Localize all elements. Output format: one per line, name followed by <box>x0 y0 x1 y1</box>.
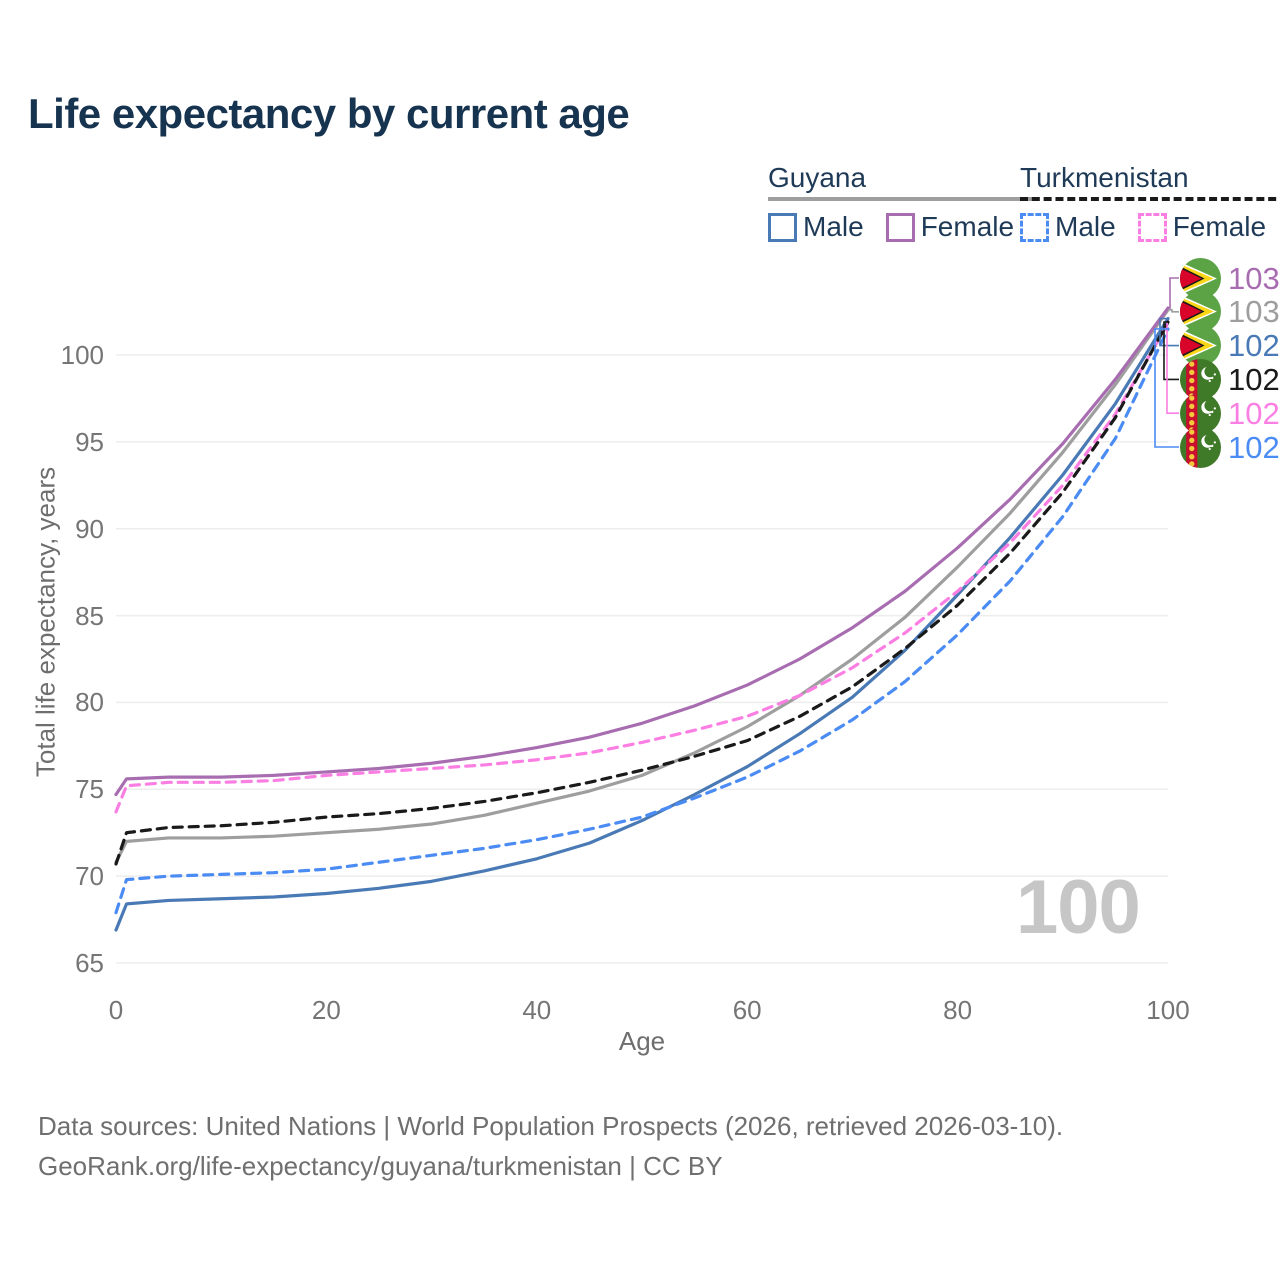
y-axis-title: Total life expectancy, years <box>30 466 61 778</box>
y-tick: 85 <box>75 600 104 631</box>
footer-data-sources: Data sources: United Nations | World Pop… <box>38 1111 1064 1141</box>
series-line-guyana-female <box>114 306 1170 797</box>
legend-item-label: Female <box>920 211 1015 242</box>
series-line-turkmenistan <box>114 320 1170 866</box>
leader-line <box>1166 322 1179 415</box>
turkmenistan-flag-icon <box>1180 426 1221 468</box>
series-line-guyana <box>114 308 1170 864</box>
series-line-guyana-male <box>114 316 1170 932</box>
footer-attribution: GeoRank.org/life-expectancy/guyana/turkm… <box>38 1151 723 1181</box>
guyana-line-sample <box>768 197 1037 201</box>
footer: Data sources: United Nations | World Pop… <box>38 1106 1063 1186</box>
y-tick: 70 <box>75 861 104 892</box>
leader-line <box>1159 317 1179 347</box>
leader-line <box>1168 309 1179 313</box>
line-chart <box>114 277 1179 964</box>
end-label-turkmenistan-male: 102 <box>1180 426 1280 468</box>
end-value: 102 <box>1228 328 1280 364</box>
turkmenistan-flag-icon <box>1180 392 1221 434</box>
legend-item-turkmenistan-male[interactable]: Male <box>1020 211 1116 243</box>
legend-item-label: Male <box>1055 211 1116 242</box>
y-tick: 90 <box>75 513 104 544</box>
end-label-turkmenistan-female: 102 <box>1180 392 1280 434</box>
turkmenistan-line-sample <box>1020 197 1280 201</box>
guyana-female-swatch-icon <box>885 212 915 242</box>
guyana-male-swatch-icon <box>768 212 797 242</box>
turkmenistan-female-swatch-icon <box>1137 212 1167 242</box>
x-tick: 80 <box>943 995 973 1025</box>
legend-group-guyana: Guyana Male Female <box>768 162 1037 243</box>
end-value: 102 <box>1228 429 1280 465</box>
legend-item-label: Male <box>803 211 864 242</box>
x-tick: 0 <box>108 995 124 1025</box>
legend-item-guyana-female[interactable]: Female <box>885 211 1015 243</box>
age-watermark: 100 <box>1016 865 1141 950</box>
y-tick: 100 <box>60 340 104 370</box>
y-tick: 65 <box>75 948 104 978</box>
legend-country-guyana: Guyana <box>768 162 867 193</box>
end-value: 102 <box>1228 361 1280 397</box>
x-tick: 100 <box>1146 995 1190 1025</box>
end-value: 102 <box>1228 395 1280 431</box>
guyana-flag-icon <box>1180 325 1221 367</box>
y-tick: 75 <box>75 774 104 805</box>
end-label-guyana-male: 102 <box>1180 325 1280 367</box>
legend-item-label: Female <box>1172 211 1267 242</box>
page-title: Life expectancy by current age <box>28 90 630 137</box>
x-tick: 20 <box>311 995 341 1025</box>
leader-line <box>1168 277 1179 309</box>
legend-country-turkmenistan: Turkmenistan <box>1020 162 1189 193</box>
x-tick: 40 <box>522 995 552 1025</box>
leader-line <box>1154 328 1179 448</box>
legend-item-turkmenistan-female[interactable]: Female <box>1137 211 1267 243</box>
turkmenistan-male-swatch-icon <box>1020 212 1049 242</box>
end-value: 103 <box>1228 294 1280 330</box>
guyana-flag-icon <box>1180 291 1221 333</box>
y-tick: 95 <box>75 426 104 457</box>
legend-item-guyana-male[interactable]: Male <box>768 211 864 243</box>
y-tick: 80 <box>75 687 104 718</box>
x-tick: 60 <box>732 995 762 1025</box>
series-line-turkmenistan-male <box>114 327 1170 915</box>
end-label-guyana-total: 103 <box>1180 291 1280 333</box>
leader-line <box>1163 321 1179 381</box>
x-axis-title: Age <box>618 1026 666 1056</box>
legend-group-turkmenistan: Turkmenistan Male Female <box>1020 162 1280 243</box>
series-line-turkmenistan-female <box>114 322 1170 814</box>
end-value: 103 <box>1228 260 1280 296</box>
